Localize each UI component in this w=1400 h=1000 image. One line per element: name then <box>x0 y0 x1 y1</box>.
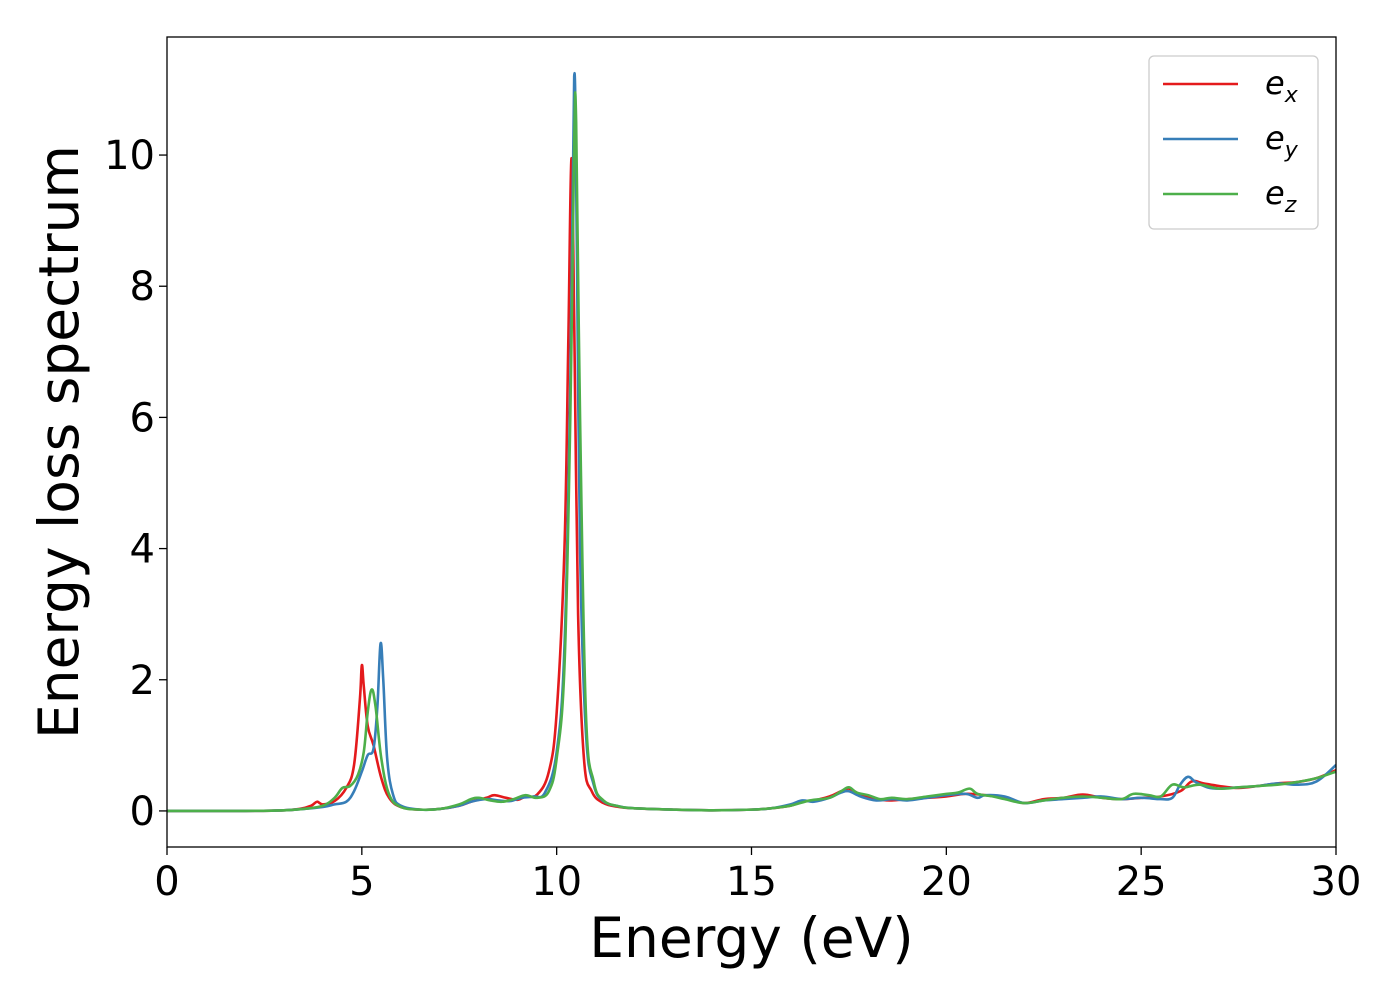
y-tick-label: 6 <box>130 395 155 441</box>
y-tick-label: 8 <box>130 264 155 310</box>
x-axis-title: Energy (eV) <box>589 906 913 970</box>
series-line-e-z <box>167 91 1336 813</box>
x-tick-label: 0 <box>154 859 179 905</box>
y-tick-label: 2 <box>130 658 155 704</box>
x-axis-ticks: 0 5 10 15 20 25 30 <box>154 847 1361 905</box>
x-tick-label: 30 <box>1311 859 1362 905</box>
y-axis-title: Energy loss spectrum <box>27 145 91 739</box>
y-tick-label: 0 <box>130 789 155 835</box>
x-tick-label: 5 <box>349 859 374 905</box>
legend-label-e-z: ez <box>1265 174 1297 218</box>
x-tick-label: 15 <box>726 859 777 905</box>
series-layer <box>167 72 1336 813</box>
legend: ex ey ez <box>1148 55 1319 230</box>
y-tick-label: 4 <box>130 527 155 573</box>
legend-label-e-y: ey <box>1265 119 1299 163</box>
legend-box <box>1148 55 1319 230</box>
y-tick-label: 10 <box>104 133 155 179</box>
x-tick-label: 25 <box>1116 859 1167 905</box>
legend-label-e-x: ex <box>1265 64 1299 108</box>
x-tick-label: 20 <box>921 859 972 905</box>
y-axis-ticks: 0 2 4 6 8 10 <box>104 133 167 835</box>
x-tick-label: 10 <box>531 859 582 905</box>
